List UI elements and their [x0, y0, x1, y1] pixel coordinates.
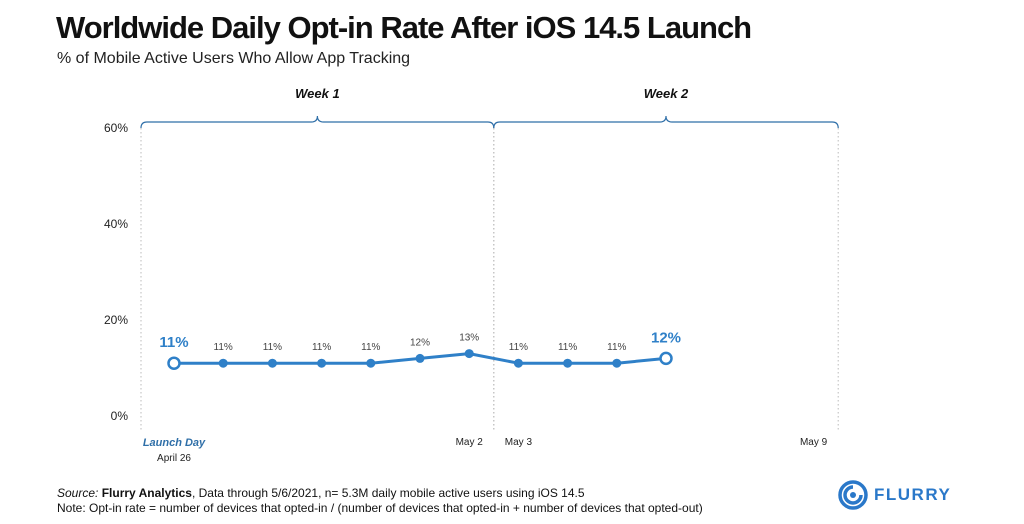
data-point — [218, 358, 228, 368]
source-detail: , Data through 5/6/2021, n= 5.3M daily m… — [191, 486, 585, 500]
flurry-logo-text: FLURRY — [874, 485, 952, 504]
launch-date-label: April 26 — [157, 453, 191, 464]
data-label: 12% — [410, 337, 430, 348]
source-line: Source: Flurry Analytics, Data through 5… — [57, 486, 703, 501]
data-label: 11% — [607, 342, 626, 353]
week-label: Week 1 — [295, 86, 340, 101]
data-label: 11% — [509, 342, 528, 353]
data-point — [464, 349, 474, 359]
source-prefix: Source: — [57, 486, 99, 500]
data-point — [317, 358, 327, 368]
data-label: 11% — [361, 342, 380, 353]
data-point — [267, 358, 277, 368]
note-line: Note: Opt-in rate = number of devices th… — [57, 501, 703, 515]
data-label: 11% — [263, 342, 282, 353]
chart-subtitle: % of Mobile Active Users Who Allow App T… — [57, 50, 411, 67]
y-tick-label: 20% — [104, 313, 128, 327]
y-tick-label: 0% — [111, 409, 129, 423]
data-point — [366, 358, 376, 368]
data-point — [513, 358, 523, 368]
x-tick-label: May 9 — [800, 437, 828, 448]
source-name: Flurry Analytics — [101, 486, 192, 500]
data-point — [563, 358, 573, 368]
data-label: 11% — [312, 342, 331, 353]
line-chart: 0% 20% 40% 60% Week 1 Week 2 11% 11% 11% 11% 11% 12… — [104, 86, 839, 464]
data-point — [612, 358, 622, 368]
x-tick-label: May 3 — [505, 437, 533, 448]
y-tick-label: 40% — [104, 217, 128, 231]
data-label: 13% — [459, 333, 479, 344]
data-label: 11% — [214, 342, 233, 353]
flurry-logo-icon — [838, 480, 868, 510]
flurry-logo: FLURRY — [838, 480, 951, 510]
data-label-highlight: 12% — [651, 329, 681, 346]
data-point — [415, 353, 425, 363]
chart-title: Worldwide Daily Opt-in Rate After iOS 14… — [56, 10, 752, 45]
data-label-highlight: 11% — [159, 334, 188, 351]
week-label: Week 2 — [644, 86, 689, 101]
data-label: 11% — [558, 342, 577, 353]
footer: Source: Flurry Analytics, Data through 5… — [57, 486, 703, 516]
x-tick-label: May 2 — [456, 437, 484, 448]
data-point-endpoint — [659, 351, 673, 366]
launch-day-label: Launch Day — [143, 437, 206, 449]
week-bracket — [140, 115, 495, 129]
week-bracket — [493, 115, 839, 129]
y-tick-label: 60% — [104, 121, 128, 135]
data-point-endpoint — [167, 356, 181, 370]
